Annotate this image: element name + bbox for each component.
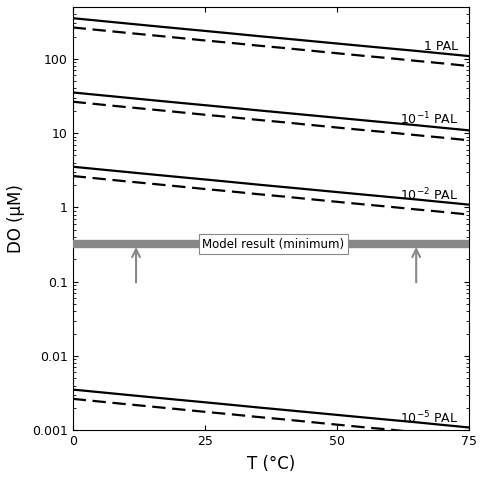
Y-axis label: DO (μM): DO (μM) <box>7 184 25 253</box>
Text: $10^{-1}$ PAL: $10^{-1}$ PAL <box>400 111 458 127</box>
Text: 1 PAL: 1 PAL <box>424 40 458 53</box>
Text: Model result (minimum): Model result (minimum) <box>202 238 345 251</box>
Text: $10^{-5}$ PAL: $10^{-5}$ PAL <box>400 410 458 427</box>
Text: $10^{-2}$ PAL: $10^{-2}$ PAL <box>400 187 458 204</box>
X-axis label: T (°C): T (°C) <box>247 455 295 473</box>
